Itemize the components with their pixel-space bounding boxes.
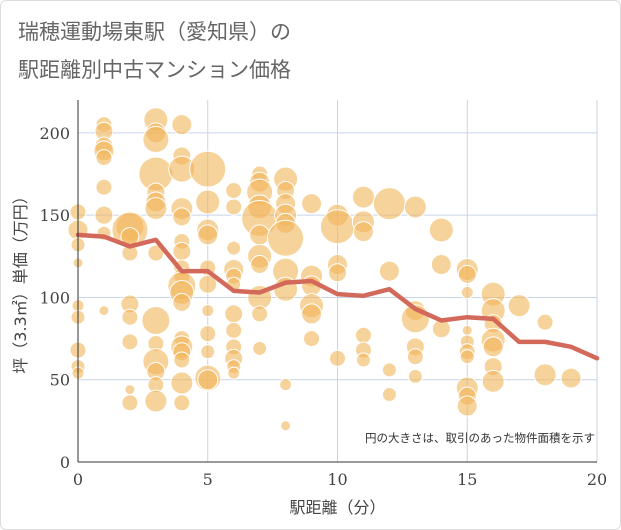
data-bubble xyxy=(430,254,452,276)
data-bubble xyxy=(189,150,227,188)
data-bubble xyxy=(329,349,346,367)
x-tick-label: 15 xyxy=(457,470,477,489)
trend-line-layer xyxy=(75,232,600,361)
data-bubble xyxy=(352,221,374,243)
data-bubble xyxy=(173,394,191,412)
data-bubble xyxy=(199,325,217,343)
data-bubble xyxy=(95,149,113,167)
data-bubble xyxy=(95,178,113,196)
data-bubble xyxy=(141,305,171,335)
data-bubble xyxy=(507,294,531,318)
average-price-line xyxy=(75,232,600,361)
x-tick-label: 20 xyxy=(587,470,607,489)
data-bubble xyxy=(250,255,270,275)
data-bubble xyxy=(144,389,168,413)
y-tick-label: 150 xyxy=(39,206,70,225)
data-bubble xyxy=(197,224,219,246)
data-bubble xyxy=(481,369,505,393)
data-bubble xyxy=(225,198,243,216)
data-bubble xyxy=(124,384,136,396)
y-tick-label: 50 xyxy=(50,371,70,390)
data-bubble xyxy=(381,362,397,378)
data-bubble xyxy=(560,367,582,389)
data-bubble xyxy=(195,189,221,215)
data-bubble xyxy=(197,369,219,391)
data-bubble xyxy=(98,305,110,317)
data-bubble xyxy=(328,263,347,283)
data-bubble xyxy=(172,241,192,261)
data-bubble xyxy=(280,420,292,432)
data-bubble xyxy=(301,193,323,215)
data-bubble xyxy=(461,324,473,336)
data-bubble xyxy=(121,333,139,351)
data-bubble xyxy=(172,207,192,227)
data-bubble xyxy=(457,264,477,284)
x-tick-label: 10 xyxy=(327,470,347,489)
data-bubble xyxy=(227,366,241,380)
data-bubble xyxy=(403,195,427,219)
data-bubble xyxy=(147,244,165,262)
data-bubble xyxy=(459,349,475,365)
x-tick-label: 5 xyxy=(203,470,213,489)
data-bubble xyxy=(267,219,305,257)
data-bubble xyxy=(406,348,424,366)
data-bubble xyxy=(320,209,355,245)
x-tick-label: 0 xyxy=(73,470,83,489)
data-bubble xyxy=(372,187,406,221)
data-bubble xyxy=(200,344,216,360)
axes xyxy=(77,100,597,463)
chart-title-line1: 瑞穂運動場東駅（愛知県）の xyxy=(18,20,291,44)
data-bubble xyxy=(536,313,554,331)
data-bubble xyxy=(225,321,243,339)
y-tick-label: 100 xyxy=(39,288,70,307)
data-bubble xyxy=(201,304,215,318)
y-tick-label: 200 xyxy=(39,124,70,143)
data-bubble xyxy=(378,260,400,282)
data-bubble xyxy=(172,292,192,312)
y-tick-label: 0 xyxy=(60,453,70,472)
data-bubble xyxy=(533,363,557,387)
data-bubble xyxy=(251,305,269,323)
data-bubble xyxy=(355,352,371,368)
data-bubble xyxy=(428,217,454,243)
data-bubble xyxy=(171,114,193,136)
chart-title-line2: 駅距離別中古マンション価格 xyxy=(18,58,291,82)
data-bubble xyxy=(482,336,504,358)
data-bubble xyxy=(407,368,423,384)
data-bubble xyxy=(198,274,218,294)
data-bubble xyxy=(460,286,474,300)
data-bubble xyxy=(303,330,321,348)
data-bubble xyxy=(144,197,168,221)
bubble-size-note: 円の大きさは、取引のあった物件面積を示す xyxy=(365,431,595,445)
data-bubble xyxy=(121,308,139,326)
data-bubble xyxy=(142,125,170,153)
data-bubble xyxy=(226,240,242,256)
data-bubble xyxy=(381,387,397,403)
data-bubble xyxy=(170,371,194,395)
x-axis-label: 駅距離（分） xyxy=(289,498,385,517)
data-bubble xyxy=(456,395,478,417)
data-bubble xyxy=(121,394,139,412)
y-axis-label: 坪（3.3㎡）単価（万円） xyxy=(11,188,30,373)
data-bubble xyxy=(249,224,271,246)
data-bubble xyxy=(224,304,244,324)
data-bubble xyxy=(279,378,293,392)
data-bubble xyxy=(351,185,375,209)
bubble-layer xyxy=(67,107,582,432)
data-bubble xyxy=(354,326,372,344)
data-bubble xyxy=(225,182,243,199)
data-bubble xyxy=(94,205,114,225)
data-bubble xyxy=(301,303,323,325)
data-bubble xyxy=(173,351,191,369)
data-bubble xyxy=(252,340,268,356)
